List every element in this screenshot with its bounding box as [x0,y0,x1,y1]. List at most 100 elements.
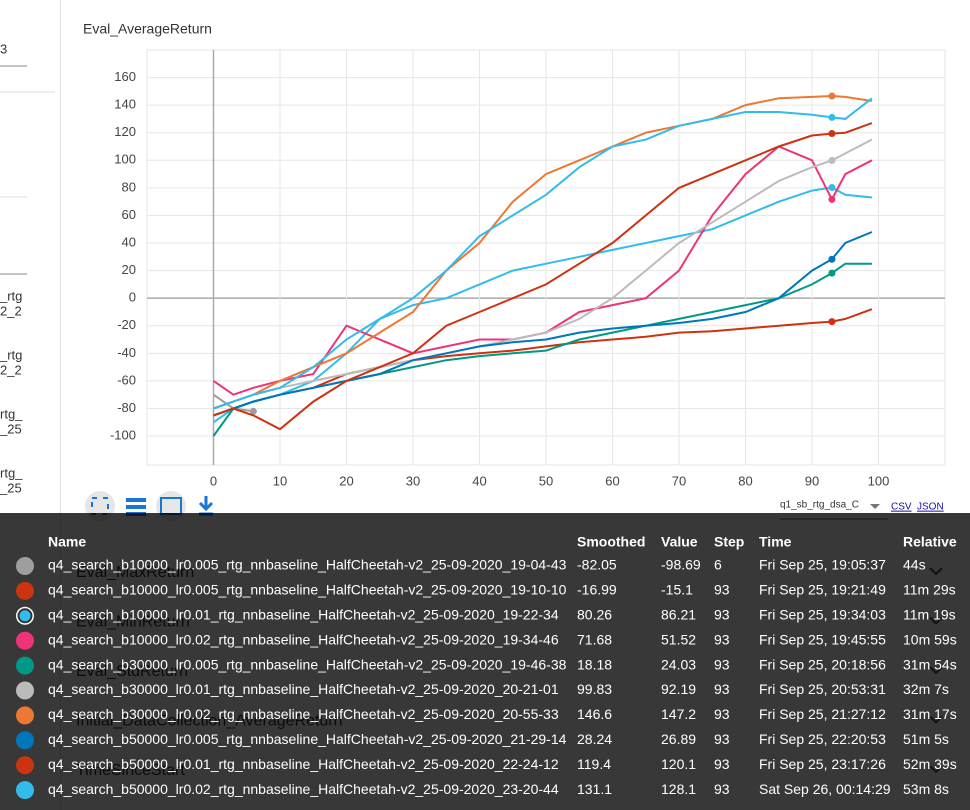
run-name: q4_search_b30000_lr0.005_rtg_nnbaseline_… [48,656,567,672]
cell: 53m 8s [903,781,949,797]
column-header: Smoothed [577,534,645,550]
sidebar-text: 2_2 [0,362,22,377]
y-tick-label: 160 [114,69,136,84]
series-line [212,186,873,424]
run-icon [16,557,34,575]
series-line [213,231,873,417]
cell: Fri Sep 25, 20:53:31 [759,681,886,697]
cell: Fri Sep 25, 23:17:26 [759,756,886,772]
cell: 99.83 [577,681,612,697]
column-header: Time [759,534,792,550]
cell: Fri Sep 25, 19:05:37 [759,557,886,573]
cell: 51m 5s [903,731,949,747]
cell: 93 [714,656,730,672]
sidebar-text: rtg_ [0,406,23,421]
hover-dot [249,407,257,415]
tooltip-table: Name Smoothed Value Step Time Relative q4_sear… [16,534,957,800]
cell: 24.03 [661,656,696,672]
run-icon [16,731,34,750]
x-tick-label: 100 [868,473,890,488]
x-tick-label: 50 [539,473,553,488]
cell: -16.99 [577,582,617,598]
cell: Sat Sep 26, 00:14:29 [759,781,891,797]
x-tick-label: 10 [273,473,287,488]
select-arrow [870,504,880,509]
cell: 131.1 [577,781,612,797]
cell: 10m 59s [903,631,957,647]
cell: 26.89 [661,731,696,747]
cell: 147.2 [661,706,696,722]
cell: -98.69 [661,557,701,573]
y-tick-label: -60 [117,372,136,387]
cell: 18.18 [577,656,612,672]
column-header: Name [48,534,86,550]
column-header: Value [661,534,698,550]
sidebar-text: _rtg [0,288,22,303]
x-tick-label: 80 [738,473,752,488]
json-link[interactable]: JSON [917,502,944,513]
y-tick-label: 140 [114,97,136,112]
x-tick-label: 30 [406,473,420,488]
cell: Fri Sep 25, 22:20:53 [759,731,886,747]
cell: 71.68 [577,631,612,647]
run-name: q4_search_b30000_lr0.02_rtg_nnbaseline_H… [48,706,559,722]
cell: 28.24 [577,731,612,747]
sidebar-text: 3 [0,41,7,56]
hover-dot [828,318,836,326]
cell: 11m 29s [903,582,956,598]
sidebar-text: 2_2 [0,303,22,318]
hover-dot [828,255,836,263]
cell: 93 [714,582,730,598]
cell: -15.1 [661,582,693,598]
cell: 93 [714,607,730,623]
y-tick-label: 40 [122,234,136,249]
hover-dot [828,130,836,138]
cell: 93 [714,781,730,797]
run-name: q4_search_b10000_lr0.005_rtg_nnbaseline_… [48,557,567,573]
hover-dot [828,113,836,121]
hover-dot [828,184,836,192]
y-tick-label: 120 [114,124,136,139]
cell: 6 [714,557,722,573]
y-tick-label: 0 [129,290,136,305]
cell: 93 [714,706,730,722]
fit-icon [91,497,109,515]
run-icon [16,681,34,700]
series-line [213,94,873,410]
cell: 93 [714,756,730,772]
run-name: q4_search_b30000_lr0.01_rtg_nnbaseline_H… [48,681,559,697]
cell: 119.4 [577,756,611,772]
x-tick-label: 40 [472,473,486,488]
cell: -82.05 [577,557,617,573]
y-tick-label: 20 [122,262,136,277]
sidebar-text: _rtg [0,347,22,362]
run-select[interactable]: q1_sb_rtg_dsa_C [780,500,859,511]
x-tick-label: 20 [339,473,353,488]
y-tick-label: -20 [117,317,136,332]
cell: 31m 17s [903,706,957,722]
cell: 52m 39s [903,756,957,772]
hover-dot [828,92,836,100]
hover-dot [828,157,836,165]
plot: -100 -80 -60 -40 -20 0 20 40 60 80 100 120 140 160 0 10… [110,49,946,488]
run-name: q4_search_b10000_lr0.005_rtg_nnbaseline_… [48,582,567,598]
column-header: Step [714,534,744,550]
run-icon-inner [17,608,33,624]
cell: Fri Sep 25, 21:27:12 [759,706,886,722]
hover-dot [828,269,836,277]
y-tick-label: -80 [117,400,136,415]
cell: 31m 54s [903,656,957,672]
cell: 93 [714,681,730,697]
cell: 11m 19s [903,607,956,623]
run-name: q4_search_b10000_lr0.01_rtg_nnbaseline_H… [48,607,559,623]
cell: 92.19 [661,681,696,697]
csv-link[interactable]: CSV [891,502,912,513]
icon-bar [126,505,146,509]
run-icon [16,656,34,675]
run-name: q4_search_b10000_lr0.02_rtg_nnbaseline_H… [48,631,559,647]
cell: 44s [903,557,926,573]
cell: 51.52 [661,631,696,647]
run-icon [16,706,34,725]
cell: 120.1 [661,756,696,772]
